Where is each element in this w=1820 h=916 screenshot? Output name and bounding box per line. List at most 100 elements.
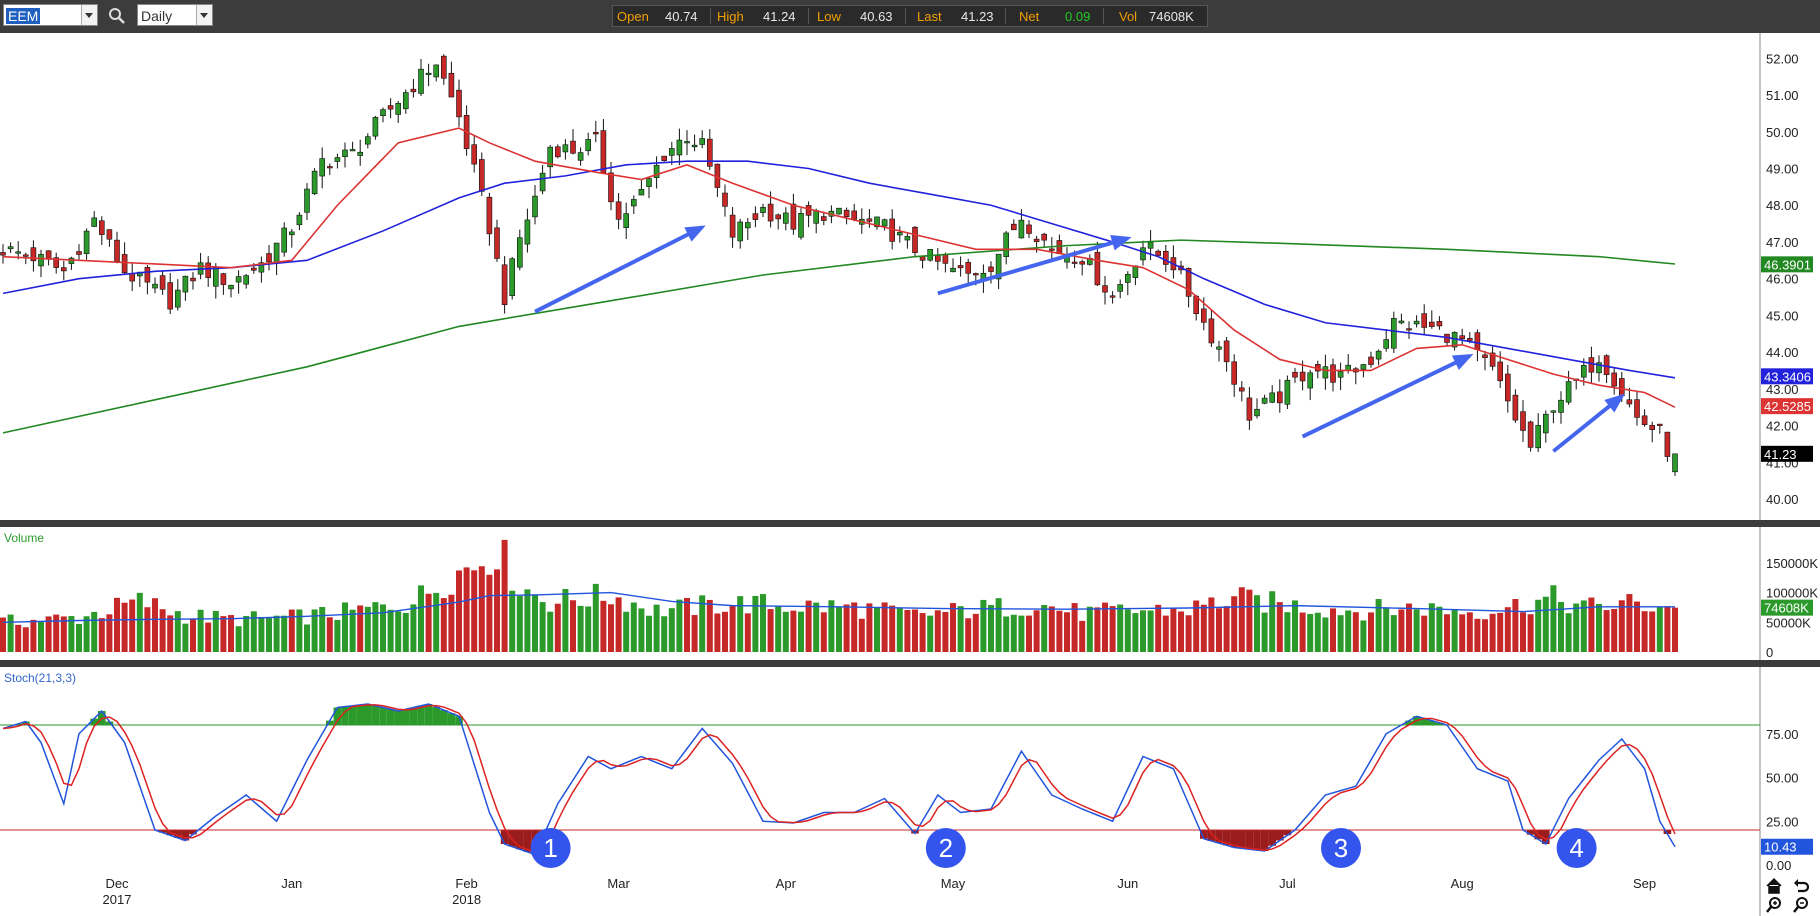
volume-bar [1436, 606, 1443, 652]
volume-bar [843, 604, 850, 652]
undo-icon[interactable] [1792, 877, 1810, 895]
volume-bar [1178, 611, 1184, 652]
candle-body [456, 89, 462, 118]
volume-bar [1185, 615, 1192, 652]
volume-bar [1299, 612, 1306, 652]
price-tick-label: 48.00 [1766, 198, 1799, 213]
volume-bar [813, 602, 820, 652]
oversold-fill [181, 830, 190, 841]
candle-body [851, 210, 858, 220]
volume-bar [1664, 606, 1671, 652]
candle-body [1626, 399, 1633, 405]
price-tick-label: 46.00 [1766, 272, 1799, 287]
month-label: Jul [1279, 876, 1296, 891]
volume-bar [1573, 603, 1580, 652]
volume-bar [1672, 607, 1678, 652]
stoch-value-tag: 10.43 [1764, 840, 1797, 855]
volume-bar [1276, 602, 1283, 652]
month-label: Dec [105, 876, 129, 891]
volume-bar [1026, 615, 1032, 652]
candle-body [296, 214, 303, 226]
oversold-fill [1230, 830, 1238, 848]
volume-bar [68, 616, 75, 652]
candle-body [1140, 247, 1146, 261]
volume-bar [182, 623, 189, 652]
volume-bar [1238, 587, 1245, 652]
chevron-down-icon[interactable] [81, 5, 97, 25]
candle-body [919, 256, 926, 261]
zoom-out-icon[interactable] [1792, 896, 1810, 914]
price-tick-label: 51.00 [1766, 88, 1799, 103]
search-icon[interactable] [108, 7, 126, 25]
candle-body [1292, 371, 1298, 378]
candle-body [1657, 423, 1663, 426]
candle-body [843, 209, 850, 217]
candle-body [1489, 352, 1496, 367]
volume-bar [1489, 613, 1496, 652]
candle-body [790, 203, 797, 230]
candle-body [380, 109, 386, 117]
ma-green-value-tag-bg [1761, 256, 1813, 273]
month-label: Aug [1451, 876, 1474, 891]
symbol-value: EEM [6, 8, 41, 24]
candle-body [1337, 371, 1344, 378]
volume-bar [744, 613, 751, 652]
candle-body [600, 130, 607, 174]
candle-body [326, 166, 333, 169]
volume-bar [532, 594, 538, 652]
volume-bar [608, 604, 614, 652]
volume-bar [1254, 595, 1260, 652]
candle-body [1474, 332, 1481, 350]
candle-body [585, 139, 592, 152]
volume-bar [798, 611, 804, 652]
candle-body [1360, 364, 1367, 370]
candle-body [288, 231, 295, 236]
volume-bar [1322, 617, 1329, 652]
volume-panel-title: Volume [4, 531, 44, 545]
volume-bar [60, 616, 67, 652]
chevron-down-icon[interactable] [196, 5, 212, 25]
month-label: Mar [607, 876, 630, 891]
candle-body [0, 252, 6, 256]
interval-select[interactable]: Daily [137, 4, 213, 26]
candle-body [1535, 425, 1541, 449]
candle-body [159, 275, 166, 290]
candle-body [1049, 248, 1055, 251]
volume-bar [288, 609, 295, 652]
home-icon[interactable] [1765, 877, 1783, 895]
volume-bar [912, 609, 918, 652]
candle-body [91, 217, 97, 227]
candle-body [1512, 394, 1519, 421]
volume-bar [364, 606, 371, 652]
volume-bar [212, 610, 219, 652]
zoom-in-icon[interactable] [1765, 896, 1783, 914]
oversold-fill [500, 830, 509, 844]
numbered-marker [1321, 828, 1361, 868]
candle-body [532, 195, 538, 218]
volume-bar [653, 604, 660, 652]
volume-bar [1398, 609, 1405, 652]
volume-bar [1071, 603, 1078, 652]
volume-bar [83, 616, 90, 652]
candle-body [782, 212, 789, 224]
volume-bar [570, 600, 576, 652]
overbought-fill [1405, 720, 1413, 725]
numbered-marker [925, 828, 966, 868]
volume-bar [1307, 613, 1314, 652]
candle-body [988, 266, 994, 272]
candle-body [737, 221, 744, 242]
volume-bar [456, 570, 462, 652]
candle-body [22, 254, 29, 257]
volume-bar [828, 600, 835, 652]
overbought-fill [326, 720, 334, 725]
trend-arrow-head [1604, 393, 1625, 413]
candle-body [653, 164, 660, 178]
volume-bar [1246, 589, 1253, 652]
trend-arrow-head [1451, 354, 1474, 370]
candle-body [304, 188, 310, 213]
volume-bar [304, 624, 310, 652]
oversold-fill [189, 830, 197, 835]
symbol-input[interactable]: EEM [3, 4, 98, 26]
overbought-fill [364, 704, 372, 725]
